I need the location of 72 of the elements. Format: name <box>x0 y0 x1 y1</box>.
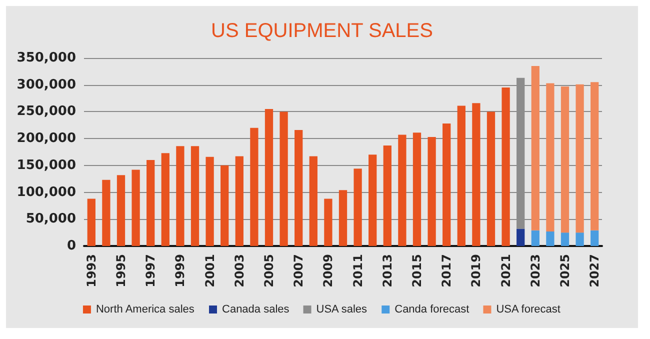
bar <box>264 109 274 246</box>
legend-label: Canada sales <box>222 304 290 316</box>
legend-label: USA sales <box>316 304 368 316</box>
x-tick-label: 2023 <box>528 254 542 288</box>
y-tick-label: 300,000 <box>16 77 76 92</box>
bar <box>146 160 155 246</box>
bar <box>280 112 288 246</box>
x-tick-label: 1999 <box>173 254 188 288</box>
bar <box>412 132 422 246</box>
bar <box>398 134 406 246</box>
bar <box>472 103 480 246</box>
x-tick-label: 2013 <box>380 254 394 288</box>
x-tick-label: 2017 <box>440 254 454 288</box>
bar <box>324 198 332 246</box>
bar <box>576 84 584 233</box>
bar <box>176 146 184 246</box>
x-tick-label: 2005 <box>262 254 276 288</box>
x-tick-label: 2011 <box>350 254 365 288</box>
bar <box>354 168 362 246</box>
bar <box>546 231 554 246</box>
bar <box>590 230 599 246</box>
y-tick-label: 150,000 <box>16 158 76 173</box>
legend-label: USA forecast <box>496 304 560 316</box>
bar <box>87 198 96 246</box>
y-tick-label: 200,000 <box>16 131 76 146</box>
bar <box>116 175 126 246</box>
bar <box>190 146 200 246</box>
bar <box>516 228 525 246</box>
bar <box>428 136 436 246</box>
bar <box>442 124 451 246</box>
bar <box>457 106 466 246</box>
bar <box>309 156 318 246</box>
bar <box>502 88 510 246</box>
bar <box>560 86 570 233</box>
y-tick-label: 250,000 <box>16 104 76 120</box>
bar <box>560 232 570 246</box>
x-tick-label: 2019 <box>469 254 484 288</box>
chart-title: US EQUIPMENT SALES <box>211 20 433 42</box>
bar <box>294 130 303 246</box>
bar <box>546 83 554 232</box>
x-tick-label: 2007 <box>292 254 306 288</box>
bar <box>220 165 229 246</box>
bar <box>531 66 540 230</box>
legend-label: North America sales <box>96 304 195 316</box>
bar <box>590 82 599 230</box>
bar <box>161 153 170 246</box>
bar <box>235 156 244 246</box>
bar <box>250 128 258 246</box>
bar <box>383 146 392 246</box>
x-tick-label: 1997 <box>144 254 158 288</box>
x-tick-label: 2009 <box>321 254 336 288</box>
bar <box>531 230 540 246</box>
bar <box>576 232 584 246</box>
y-tick-label: 50,000 <box>26 212 76 227</box>
bar <box>206 156 214 246</box>
bar <box>368 154 377 246</box>
x-tick-label: 1993 <box>84 254 98 288</box>
bar <box>338 190 348 246</box>
y-tick-label: 350,000 <box>16 50 76 66</box>
y-tick-label: 100,000 <box>16 184 76 200</box>
x-tick-label: 2025 <box>558 254 572 288</box>
x-tick-label: 2015 <box>410 254 424 288</box>
bar <box>132 170 140 246</box>
bar <box>486 112 496 246</box>
x-tick-label: 2001 <box>202 254 217 288</box>
legend-label: Canda forecast <box>394 304 470 316</box>
x-tick-label: 2021 <box>498 254 513 288</box>
x-tick-label: 1995 <box>114 254 128 288</box>
bar <box>102 180 110 246</box>
x-tick-label: 2027 <box>588 254 602 288</box>
x-tick-label: 2003 <box>232 254 246 288</box>
y-tick-label: 0 <box>66 238 76 254</box>
